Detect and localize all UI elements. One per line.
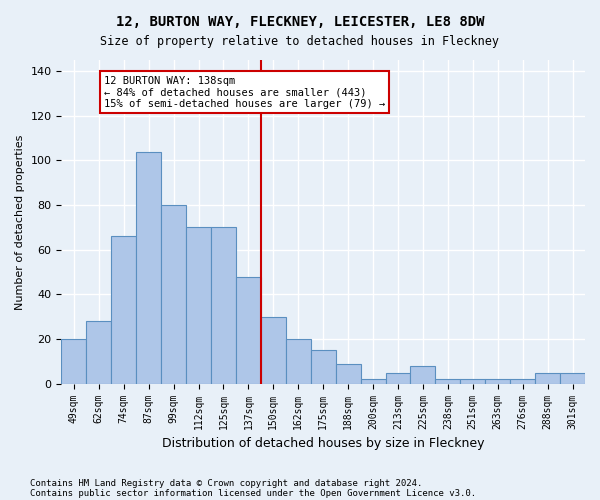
X-axis label: Distribution of detached houses by size in Fleckney: Distribution of detached houses by size …: [162, 437, 484, 450]
Bar: [335, 364, 361, 384]
Bar: [436, 379, 460, 384]
Bar: [560, 372, 585, 384]
Bar: [311, 350, 335, 384]
Bar: [86, 321, 111, 384]
Bar: [61, 339, 86, 384]
Bar: [261, 316, 286, 384]
Bar: [485, 379, 510, 384]
Bar: [510, 379, 535, 384]
Y-axis label: Number of detached properties: Number of detached properties: [15, 134, 25, 310]
Text: 12, BURTON WAY, FLECKNEY, LEICESTER, LE8 8DW: 12, BURTON WAY, FLECKNEY, LEICESTER, LE8…: [116, 15, 484, 29]
Bar: [236, 276, 261, 384]
Bar: [136, 152, 161, 384]
Bar: [386, 372, 410, 384]
Bar: [460, 379, 485, 384]
Bar: [286, 339, 311, 384]
Bar: [186, 228, 211, 384]
Bar: [410, 366, 436, 384]
Bar: [111, 236, 136, 384]
Bar: [535, 372, 560, 384]
Bar: [211, 228, 236, 384]
Bar: [161, 205, 186, 384]
Text: 12 BURTON WAY: 138sqm
← 84% of detached houses are smaller (443)
15% of semi-det: 12 BURTON WAY: 138sqm ← 84% of detached …: [104, 76, 385, 109]
Text: Size of property relative to detached houses in Fleckney: Size of property relative to detached ho…: [101, 35, 499, 48]
Text: Contains HM Land Registry data © Crown copyright and database right 2024.: Contains HM Land Registry data © Crown c…: [30, 478, 422, 488]
Text: Contains public sector information licensed under the Open Government Licence v3: Contains public sector information licen…: [30, 488, 476, 498]
Bar: [361, 379, 386, 384]
